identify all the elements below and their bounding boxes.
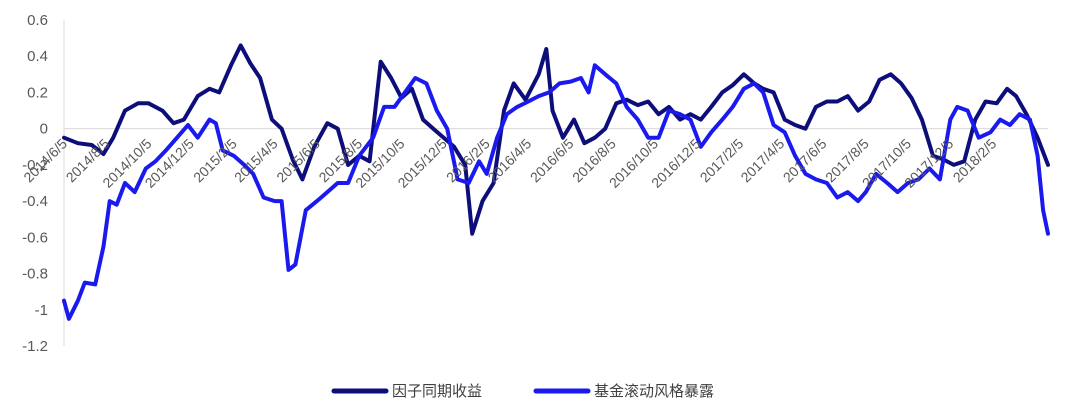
x-tick-label: 2015/6/5 (273, 135, 323, 185)
y-tick-label: 0.4 (27, 48, 48, 65)
legend: 因子同期收益 基金滚动风格暴露 (331, 382, 714, 400)
series-line-1 (62, 43, 1050, 236)
series-group (62, 43, 1050, 321)
y-tick-label: 0.6 (27, 12, 48, 29)
y-tick-label: -0.4 (22, 193, 48, 210)
y-tick-label: 0 (40, 121, 48, 138)
series-line-2 (62, 63, 1050, 321)
x-tick-label: 2018/2/5 (950, 135, 1000, 185)
y-tick-label: -0.2 (22, 157, 48, 174)
y-tick-label: 0.2 (27, 84, 48, 101)
x-axis: 2014/6/52014/8/52014/10/52014/12/52015/2… (20, 135, 999, 191)
legend-label-2: 基金滚动风格暴露 (594, 382, 714, 400)
legend-label-1: 因子同期收益 (392, 382, 482, 400)
y-tick-label: -1 (35, 302, 48, 319)
x-tick-label: 2015/2/5 (190, 135, 240, 185)
y-tick-label: -1.2 (22, 338, 48, 355)
y-tick-label: -0.8 (22, 266, 48, 283)
y-tick-label: -0.6 (22, 229, 48, 246)
y-axis: 0.6 0.4 0.2 0 -0.2 -0.4 -0.6 -0.8 -1 -1.2 (22, 12, 48, 355)
x-tick-label: 2017/4/5 (737, 135, 787, 185)
x-tick-label: 2016/6/5 (527, 135, 577, 185)
